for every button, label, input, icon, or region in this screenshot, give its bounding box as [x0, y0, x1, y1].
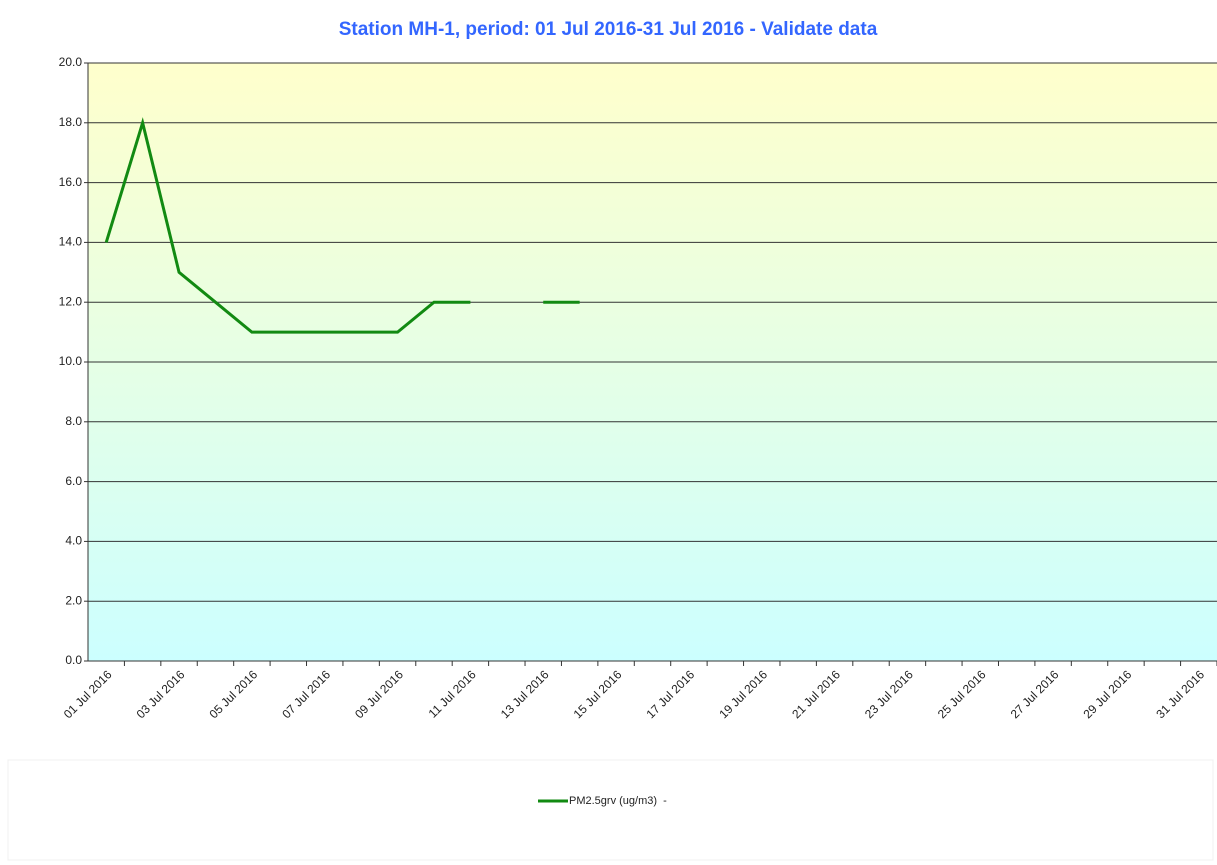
x-tick-label: 29 Jul 2016	[1081, 667, 1135, 721]
x-tick-label: 01 Jul 2016	[61, 667, 115, 721]
legend-label: PM2.5grv (ug/m3) -	[569, 795, 667, 807]
y-tick-label: 16.0	[59, 175, 83, 189]
x-tick-label: 27 Jul 2016	[1008, 667, 1062, 721]
y-tick-label: 6.0	[65, 474, 82, 488]
y-tick-label: 12.0	[59, 294, 83, 308]
x-tick-label: 21 Jul 2016	[789, 667, 843, 721]
x-tick-label: 31 Jul 2016	[1153, 667, 1207, 721]
y-tick-label: 2.0	[65, 593, 82, 607]
x-tick-label: 07 Jul 2016	[279, 667, 333, 721]
legend-box	[7, 759, 1214, 861]
series-line	[104, 117, 580, 334]
x-tick-label: 19 Jul 2016	[716, 667, 770, 721]
x-tick-label: 25 Jul 2016	[935, 667, 989, 721]
x-tick-label: 05 Jul 2016	[206, 667, 260, 721]
y-tick-label: 10.0	[59, 354, 83, 368]
x-tick-label: 15 Jul 2016	[571, 667, 625, 721]
x-tick-label: 23 Jul 2016	[862, 667, 916, 721]
x-tick-label: 13 Jul 2016	[498, 667, 552, 721]
y-tick-label: 4.0	[65, 534, 82, 548]
y-tick-label: 18.0	[59, 115, 83, 129]
y-tick-label: 14.0	[59, 235, 83, 249]
y-tick-label: 8.0	[65, 414, 82, 428]
x-tick-label: 09 Jul 2016	[352, 667, 406, 721]
y-tick-label: 20.0	[59, 55, 83, 69]
x-tick-label: 11 Jul 2016	[426, 667, 479, 720]
y-tick-label: 0.0	[65, 653, 82, 667]
chart-title: Station MH-1, period: 01 Jul 2016-31 Jul…	[339, 19, 878, 40]
x-tick-label: 03 Jul 2016	[134, 667, 188, 721]
x-tick-label: 17 Jul 2016	[643, 667, 697, 721]
